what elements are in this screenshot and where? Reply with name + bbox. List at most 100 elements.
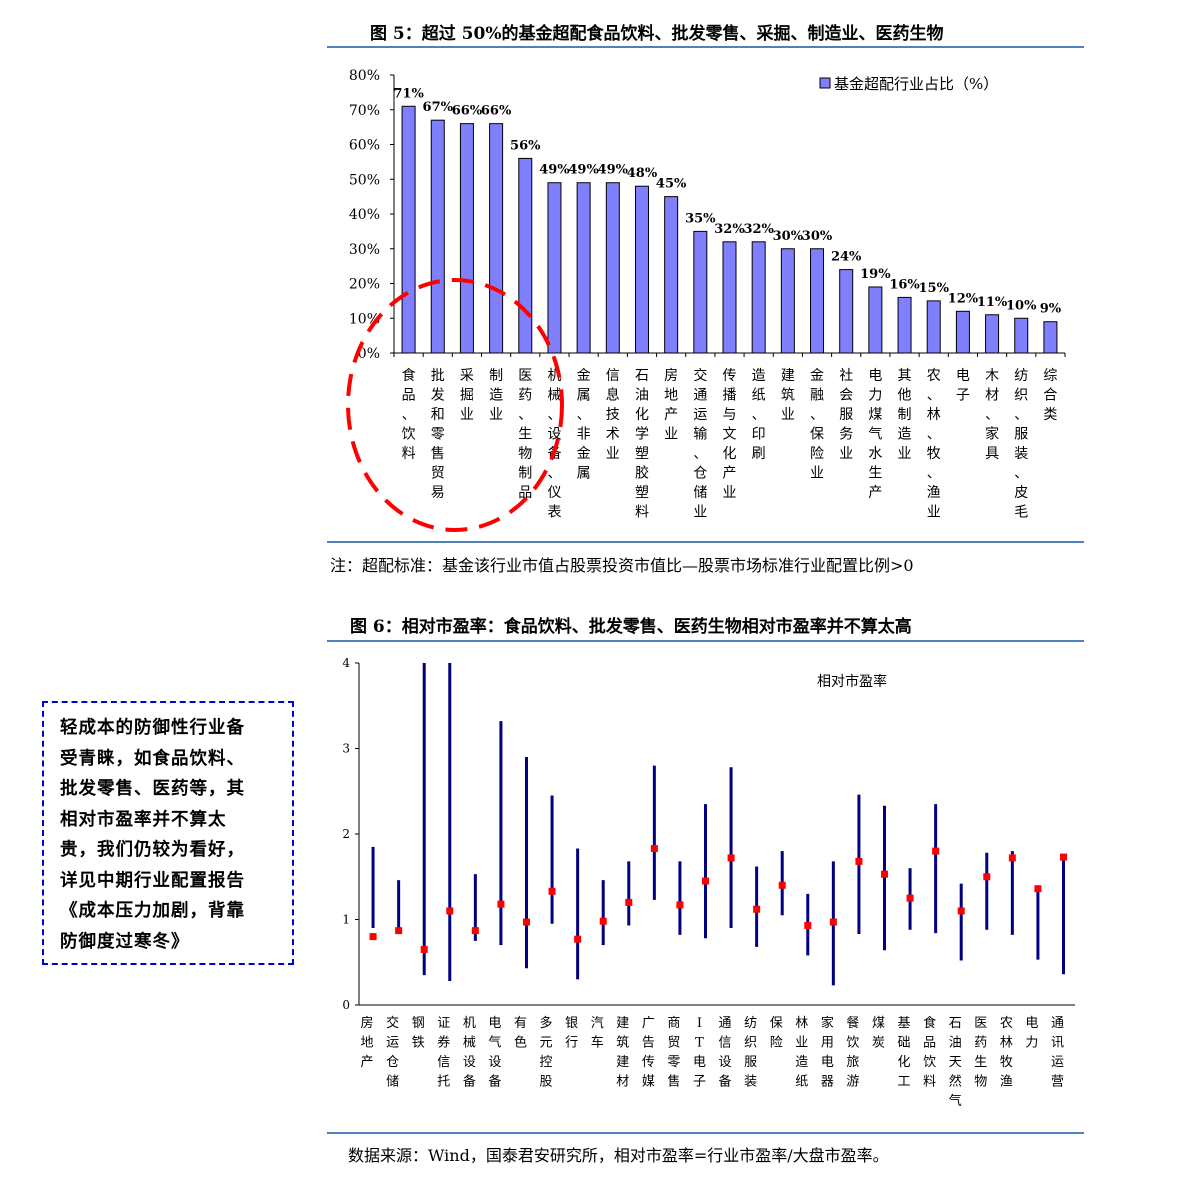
bar (926, 300, 941, 354)
bar (897, 296, 912, 354)
category-label: 广 (642, 1016, 655, 1031)
category-label: 然 (949, 1074, 962, 1090)
category-label: 、 (985, 407, 999, 423)
category-label: 险 (770, 1036, 783, 1051)
category-label: 子 (693, 1075, 706, 1090)
category-label: 设 (488, 1055, 501, 1070)
category-label: 医 (518, 368, 532, 384)
callout-line: 《成本压力加剧，背靠 (60, 901, 245, 921)
category-label: 交 (386, 1015, 399, 1031)
category-label: 建 (781, 368, 795, 384)
category-label: 毛 (1014, 505, 1028, 521)
current-marker (1034, 885, 1042, 893)
category-label: 表 (547, 505, 561, 521)
category-label: 信 (437, 1055, 450, 1070)
category-label: 其 (898, 368, 912, 384)
category-label: 气 (868, 427, 882, 443)
bar (430, 119, 445, 354)
y-tick-label: 70% (349, 103, 380, 119)
legend-label: 相对市盈率 (817, 673, 887, 690)
category-label: 渔 (1000, 1075, 1013, 1090)
bar-data-label: 48% (627, 166, 658, 181)
category-label: 化 (635, 407, 649, 423)
category-label: 生 (518, 427, 532, 443)
category-label: 地 (361, 1036, 374, 1051)
category-label: 商 (667, 1016, 680, 1031)
current-marker (446, 907, 454, 915)
category-label: 产 (723, 466, 737, 482)
bar-data-label: 56% (510, 138, 541, 153)
category-label: 制 (518, 466, 532, 482)
category-label: 信 (719, 1036, 732, 1051)
category-label: 综 (1043, 368, 1057, 384)
category-label: 天 (949, 1055, 962, 1070)
category-label: T (695, 1036, 704, 1051)
figure6-title-rule (327, 640, 1084, 642)
current-marker (650, 845, 658, 853)
callout-line: 批发零售、医药等，其 (60, 779, 245, 799)
bar-data-label: 66% (481, 104, 512, 119)
category-label: 售 (431, 446, 445, 462)
bar (751, 241, 766, 354)
category-label: 石 (635, 368, 649, 384)
category-label: 汽 (591, 1016, 604, 1031)
bar (459, 123, 474, 354)
category-label: 材 (985, 388, 999, 404)
category-label: 业 (606, 446, 620, 462)
bar-data-label: 67% (423, 100, 454, 115)
category-label: 造 (898, 427, 912, 443)
category-label: 、 (547, 407, 561, 423)
category-label: 储 (693, 485, 707, 501)
current-marker (804, 921, 812, 929)
category-label: 房 (361, 1015, 374, 1031)
category-label: 织 (744, 1036, 757, 1051)
category-label: 料 (635, 505, 649, 521)
category-label: 电 (488, 1016, 501, 1031)
category-label: 备 (719, 1074, 732, 1090)
category-label: 通 (719, 1016, 732, 1031)
category-label: 子 (956, 388, 970, 404)
current-marker (829, 918, 837, 926)
callout-line: 防御度过寒冬》 (60, 931, 190, 952)
bar-data-label: 9% (1040, 302, 1062, 317)
category-label: 零 (667, 1055, 680, 1070)
category-label: 、 (927, 388, 941, 404)
category-label: 、 (577, 407, 591, 423)
bar-data-label: 10% (1006, 298, 1037, 313)
category-label: 券 (437, 1035, 450, 1051)
current-marker (983, 873, 991, 881)
category-label: 车 (591, 1035, 604, 1051)
category-label: 刷 (752, 446, 766, 462)
current-marker (753, 905, 761, 913)
category-label: 售 (667, 1074, 680, 1090)
category-label: 皮 (1014, 485, 1028, 501)
category-label: 服 (839, 407, 853, 423)
y-tick-label: 60% (349, 138, 380, 154)
category-label: 业 (693, 505, 707, 521)
category-label: 电 (693, 1055, 706, 1070)
category-label: 械 (547, 388, 561, 404)
category-label: 料 (923, 1075, 936, 1090)
callout-box: 轻成本的防御性行业备 受青睐，如食品饮料、 批发零售、医药等，其 相对市盈率并不… (42, 701, 294, 965)
category-label: 贸 (431, 466, 445, 482)
bar (839, 269, 854, 354)
bar-data-label: 16% (889, 277, 920, 292)
category-label: 采 (460, 368, 474, 384)
category-label: 基 (898, 1016, 911, 1031)
category-label: 煤 (868, 407, 882, 423)
current-marker (880, 870, 888, 878)
category-label: 运 (693, 407, 707, 423)
category-label: 牧 (927, 446, 941, 462)
current-marker (420, 945, 428, 953)
y-tick-label: 4 (342, 656, 350, 670)
category-label: 务 (839, 427, 853, 443)
category-label: 属 (577, 388, 591, 404)
category-label: 业 (781, 407, 795, 423)
category-label: 股 (540, 1075, 553, 1090)
category-label: 物 (518, 446, 532, 462)
category-label: 信 (606, 368, 620, 384)
category-label: 化 (723, 446, 737, 462)
category-label: 他 (898, 388, 912, 404)
callout-line: 详见中期行业配置报告 (60, 870, 245, 891)
category-label: 证 (437, 1016, 450, 1031)
